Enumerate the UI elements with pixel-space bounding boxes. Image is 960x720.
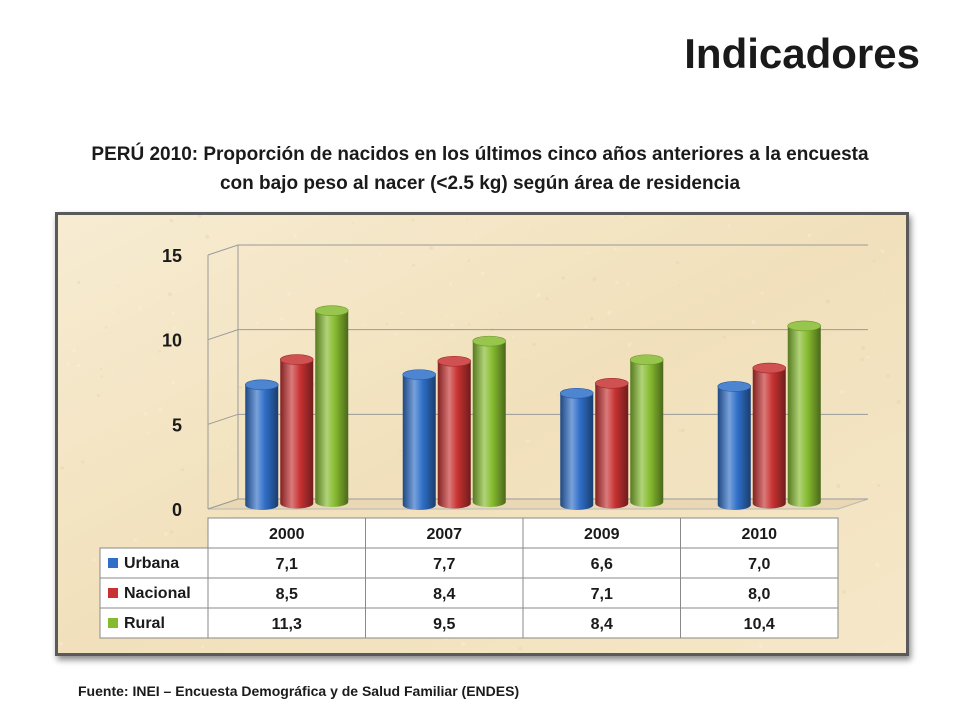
bar-nacional-2007	[437, 355, 472, 509]
chart-title-line-2: con bajo peso al nacer (<2.5 kg) según á…	[219, 173, 741, 194]
bar-top	[787, 320, 822, 332]
data-label: 7,0	[748, 556, 770, 573]
y-tick-label: 5	[172, 415, 182, 435]
x-tick-label: 2010	[741, 526, 777, 543]
bar-urbana-2009	[559, 387, 594, 510]
data-label: 9,5	[433, 616, 455, 633]
bar-top	[314, 305, 349, 316]
bar-top	[717, 381, 752, 392]
bar-body	[752, 368, 786, 509]
bar-top	[244, 379, 279, 391]
bar-top	[752, 362, 787, 374]
bar-body	[787, 325, 821, 507]
x-tick-label: 2009	[584, 526, 620, 543]
data-label: 8,4	[433, 586, 455, 603]
bar-body	[437, 361, 471, 509]
bar-top	[594, 377, 629, 389]
chart-svg: 0 5 10 15 2000 2007 2009 2010 Urbana 7,1 7,7 6,6 7,0…	[58, 215, 906, 653]
data-label: 7,1	[276, 556, 298, 573]
bar-urbana-2010	[717, 381, 752, 510]
table-body	[99, 547, 839, 639]
bar-body	[280, 359, 314, 509]
bar-body	[717, 386, 751, 510]
y-tick-labels: 0 5 10 15	[162, 246, 182, 520]
bar-body	[630, 359, 664, 507]
bars	[244, 305, 822, 510]
data-label: 6,6	[591, 556, 613, 573]
bar-body	[245, 384, 279, 510]
chart-title-line-1: PERÚ 2010: Proporción de nacidos en los …	[91, 144, 869, 165]
bar-top	[472, 335, 507, 347]
bar-body	[560, 393, 594, 510]
chart-frame: 0 5 10 15 2000 2007 2009 2010 Urbana 7,1 7,7 6,6 7,0…	[55, 212, 909, 656]
chart-title: PERÚ 2010: Proporción de nacidos en los …	[40, 140, 920, 198]
y-tick-label: 0	[172, 500, 182, 520]
legend-key-nacional	[108, 588, 118, 598]
bar-body	[315, 310, 349, 507]
data-label: 10,4	[744, 616, 775, 633]
data-label: 8,4	[591, 616, 613, 633]
data-label: 8,5	[276, 586, 298, 603]
y-tick-label: 10	[162, 331, 182, 351]
page-title: Indicadores	[684, 30, 920, 77]
x-tick-label: 2000	[269, 526, 305, 543]
bar-body	[402, 374, 436, 510]
bar-nacional-2010	[752, 362, 787, 509]
bar-rural-2007	[472, 335, 507, 507]
bar-body	[472, 341, 506, 507]
bar-nacional-2009	[594, 377, 629, 509]
legend-key-rural	[108, 618, 118, 628]
bar-rural-2000	[314, 305, 349, 507]
data-label: 7,1	[591, 586, 613, 603]
data-label: 8,0	[748, 586, 770, 603]
bar-top	[629, 354, 664, 366]
bar-nacional-2000	[279, 354, 314, 509]
bar-top	[559, 387, 594, 399]
legend-key-urbana	[108, 558, 118, 568]
y-tick-label: 15	[162, 246, 182, 266]
bar-top	[279, 354, 314, 365]
bar-urbana-2007	[402, 369, 437, 510]
data-label: 11,3	[272, 616, 302, 633]
bar-top	[402, 369, 437, 380]
bar-body	[595, 383, 629, 509]
bar-rural-2010	[787, 320, 822, 507]
data-table: 2000 2007 2009 2010 Urbana 7,1 7,7 6,6 7,0 Nacion…	[99, 517, 839, 639]
x-tick-label: 2007	[426, 526, 462, 543]
bar-urbana-2000	[244, 379, 279, 510]
source-note: Fuente: INEI – Encuesta Demográfica y de…	[78, 683, 520, 699]
bar-rural-2009	[629, 354, 664, 507]
bar-top	[437, 355, 472, 367]
legend-label: Urbana	[124, 555, 179, 572]
legend-label: Rural	[124, 615, 165, 632]
data-label: 7,7	[433, 556, 455, 573]
legend-label: Nacional	[124, 585, 191, 602]
